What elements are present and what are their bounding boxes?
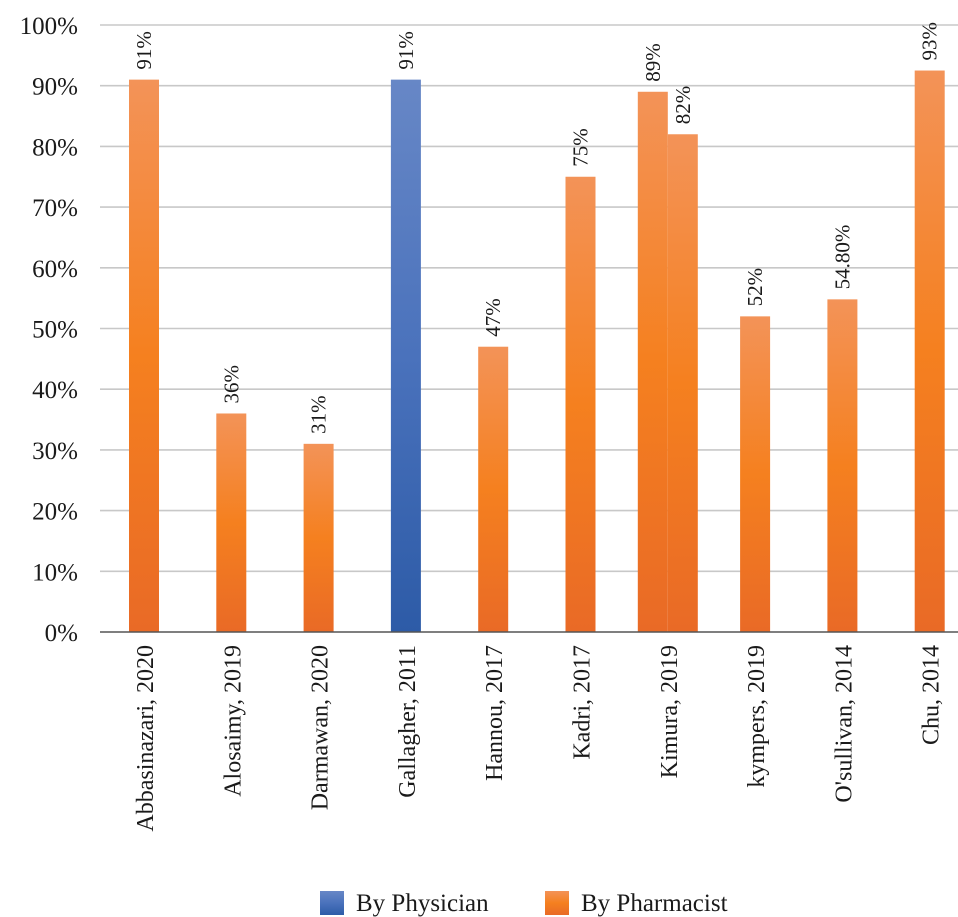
- y-tick-label: 0%: [45, 620, 78, 647]
- bars: [129, 70, 945, 632]
- data-label: 91%: [394, 31, 418, 70]
- legend: By Physician By Pharmacist: [320, 890, 728, 917]
- bar: [303, 443, 334, 632]
- y-axis-ticks: 0% 10% 20% 30% 40% 50% 60% 70% 80% 90% 100%: [20, 13, 78, 647]
- bar: [667, 134, 698, 632]
- bar: [565, 176, 596, 632]
- category-label: Darmawan, 2020: [308, 645, 334, 810]
- category-label: Alosaimy, 2019: [220, 645, 246, 797]
- x-axis-categories: Abbasinazari, 2020 Alosaimy, 2019 Darmawan…: [133, 645, 945, 832]
- data-labels: 91% 36% 31% 91% 47% 75% 89%82% 52% 54.80% 93%: [132, 22, 942, 434]
- bar: [740, 316, 771, 632]
- y-tick-label: 60%: [32, 256, 78, 283]
- y-tick-label: 20%: [32, 499, 78, 526]
- data-label: 75%: [569, 128, 593, 167]
- y-tick-label: 30%: [32, 438, 78, 465]
- bar: [827, 299, 858, 632]
- y-tick-label: 40%: [32, 377, 78, 404]
- bar: [914, 70, 945, 632]
- y-tick-label: 50%: [32, 317, 78, 344]
- y-tick-label: 80%: [32, 134, 78, 161]
- y-tick-label: 100%: [20, 13, 78, 40]
- category-label: Abbasinazari, 2020: [133, 645, 159, 832]
- data-label: 52%: [743, 268, 767, 307]
- y-tick-label: 10%: [32, 559, 78, 586]
- bar: [478, 346, 509, 632]
- legend-label: By Physician: [356, 890, 489, 917]
- data-label: 93%: [918, 22, 942, 61]
- data-label: 47%: [481, 298, 505, 337]
- category-label: Gallagher, 2011: [395, 645, 421, 798]
- y-tick-label: 70%: [32, 195, 78, 222]
- legend-label: By Pharmacist: [581, 890, 728, 917]
- data-label: 54.80%: [830, 225, 854, 290]
- y-tick-label: 90%: [32, 74, 78, 101]
- category-label: Kadri, 2017: [570, 645, 596, 760]
- category-label: O'sullivan, 2014: [831, 645, 857, 803]
- data-label: 36%: [219, 365, 243, 403]
- bar: [637, 91, 668, 632]
- bar: [216, 413, 247, 632]
- category-label: Kimura, 2019: [657, 645, 683, 778]
- data-label: 31%: [307, 395, 331, 434]
- bar: [129, 79, 159, 632]
- bar: [390, 79, 421, 632]
- category-label: Chu, 2014: [919, 645, 945, 745]
- legend-swatch: [545, 891, 569, 915]
- data-label: 82%: [671, 86, 695, 125]
- category-label: kympers, 2019: [744, 645, 770, 788]
- data-label: 91%: [132, 31, 156, 70]
- legend-swatch: [320, 891, 344, 915]
- category-label: Hannou, 2017: [482, 645, 508, 781]
- data-label: 89%: [641, 43, 665, 82]
